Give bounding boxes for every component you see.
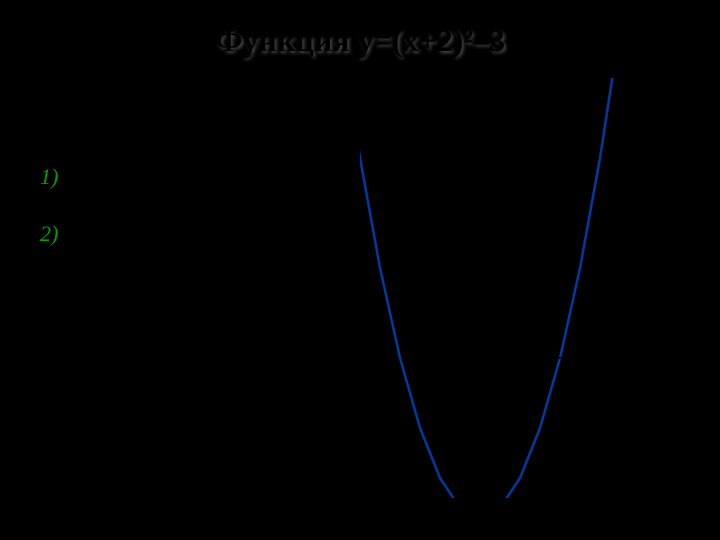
svg-text:x: x (666, 405, 674, 422)
step2-text: Опускаем график по оси OY на 3 единицы. (40, 221, 320, 275)
parabola-chart: yx-201-3 (360, 78, 680, 498)
equation-label: y=(x+2)²–3 (248, 100, 348, 126)
svg-text:1: 1 (576, 351, 584, 367)
step2-num: 2) (40, 221, 58, 246)
step2: 2)Опускаем график по оси OY на 3 единицы… (40, 220, 340, 277)
svg-text:0: 0 (564, 406, 572, 422)
step1: 1)Сдвигаем график на 2 единицы влево по … (40, 163, 340, 220)
slide-title: Функция y=(x+2)²–3 (40, 22, 680, 59)
chart-area: yx-201-3 (360, 78, 680, 498)
step1-num: 1) (40, 164, 58, 189)
slide: Функция y=(x+2)²–3 y=(x+2)²–3 Теперь пос… (0, 0, 720, 540)
intro-func: y=(x+2)² –3 (128, 107, 237, 132)
svg-text:-2: -2 (470, 406, 483, 422)
step1-text: Сдвигаем график на 2 единицы влево по ос… (40, 164, 281, 218)
svg-text:y: y (574, 85, 582, 102)
